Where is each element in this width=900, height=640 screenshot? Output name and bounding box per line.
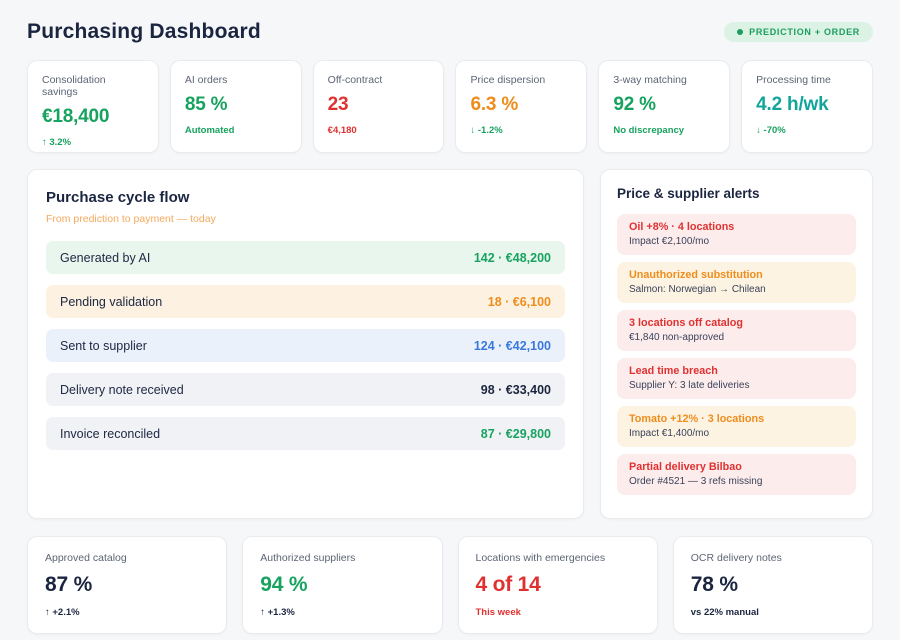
alert-title: Tomato +12% · 3 locations <box>629 413 765 425</box>
kpi-note: vs 22% manual <box>690 607 759 618</box>
alert-subtitle: Supplier Y: 3 late deliveries <box>629 380 750 391</box>
flow-label: Invoice reconciled <box>60 426 161 441</box>
alert-unauthorized-substitution[interactable]: Unauthorized substitution Salmon: Norweg… <box>617 262 856 303</box>
kpi-trend: ↑ +2.1% <box>45 607 80 618</box>
kpi-card-approved-catalog: Approved catalog 87 % ↑ +2.1% <box>27 536 228 634</box>
flow-value: 142 · €48,200 <box>473 250 551 265</box>
kpi-card-consolidation-savings: Consolidation savings €18,400 ↑ 3.2% <box>27 60 159 153</box>
alert-title: Oil +8% · 4 locations <box>629 221 735 233</box>
alert-title: Lead time breach <box>629 365 718 377</box>
alert-title: 3 locations off catalog <box>629 317 743 329</box>
flow-label: Delivery note received <box>60 382 184 397</box>
alert-lead-time-breach[interactable]: Lead time breach Supplier Y: 3 late deli… <box>617 358 856 399</box>
kpi-value: 85 % <box>184 94 228 115</box>
kpi-value: 4.2 h/wk <box>756 94 829 115</box>
kpi-trend: ↓ -1.2% <box>470 125 503 136</box>
bottom-kpi-row: Approved catalog 87 % ↑ +2.1% Authorized… <box>27 536 873 634</box>
panel-title: Purchase cycle flow <box>46 189 190 206</box>
kpi-label: Processing time <box>756 74 831 86</box>
kpi-card-ai-orders: AI orders 85 % Automated <box>169 60 302 153</box>
alert-off-catalog[interactable]: 3 locations off catalog €1,840 non-appro… <box>617 310 856 351</box>
kpi-note: No discrepancy <box>613 125 685 136</box>
header: Purchasing Dashboard PREDICTION + ORDER <box>27 20 873 44</box>
kpi-card-off-contract: Off-contract 23 €4,180 <box>312 60 445 153</box>
kpi-label: AI orders <box>184 74 228 86</box>
kpi-note: €4,180 <box>327 125 357 136</box>
alert-oil-price[interactable]: Oil +8% · 4 locations Impact €2,100/mo <box>617 214 856 255</box>
page-title: Purchasing Dashboard <box>27 20 261 43</box>
alert-title: Partial delivery Bilbao <box>629 461 742 473</box>
kpi-label: OCR delivery notes <box>690 552 782 564</box>
kpi-value: 78 % <box>690 573 738 596</box>
alert-tomato-price[interactable]: Tomato +12% · 3 locations Impact €1,400/… <box>617 406 856 447</box>
kpi-label: Locations with emergencies <box>475 552 606 564</box>
kpi-note: This week <box>475 607 521 618</box>
prediction-order-badge: PREDICTION + ORDER <box>724 22 873 42</box>
flow-row-sent-to-supplier[interactable]: Sent to supplier 124 · €42,100 <box>46 329 565 362</box>
kpi-label: Approved catalog <box>45 552 127 564</box>
flow-value: 124 · €42,100 <box>473 338 551 353</box>
kpi-card-3way-matching: 3-way matching 92 % No discrepancy <box>598 60 731 153</box>
kpi-card-authorized-suppliers: Authorized suppliers 94 % ↑ +1.3% <box>242 536 443 634</box>
flow-label: Sent to supplier <box>60 338 147 353</box>
alert-subtitle: Order #4521 — 3 refs missing <box>629 476 763 487</box>
main-area: Purchase cycle flow From prediction to p… <box>27 169 873 519</box>
kpi-value: 4 of 14 <box>475 573 541 596</box>
kpi-value: 94 % <box>260 573 308 596</box>
alert-partial-delivery[interactable]: Partial delivery Bilbao Order #4521 — 3 … <box>617 454 856 495</box>
kpi-value: 87 % <box>45 573 93 596</box>
kpi-value: 92 % <box>613 94 656 115</box>
flow-value: 18 · €6,100 <box>487 294 551 309</box>
kpi-card-ocr-delivery-notes: OCR delivery notes 78 % vs 22% manual <box>672 536 873 634</box>
flow-row-generated-by-ai[interactable]: Generated by AI 142 · €48,200 <box>46 241 565 274</box>
kpi-trend: ↑ 3.2% <box>42 137 72 148</box>
alert-subtitle: Salmon: Norwegian → Chilean <box>629 284 766 295</box>
kpi-trend: ↓ -70% <box>756 125 786 136</box>
alert-subtitle: Impact €1,400/mo <box>629 428 710 439</box>
flow-value: 87 · €29,800 <box>480 426 551 441</box>
purchase-cycle-panel: Purchase cycle flow From prediction to p… <box>27 169 584 519</box>
kpi-label: Authorized suppliers <box>260 552 356 564</box>
kpi-label: Consolidation savings <box>42 74 106 98</box>
kpi-card-locations-emergencies: Locations with emergencies 4 of 14 This … <box>457 536 658 634</box>
alerts-title: Price & supplier alerts <box>617 186 760 201</box>
kpi-label: Off-contract <box>327 74 383 86</box>
kpi-value: 23 <box>327 94 349 115</box>
flow-label: Pending validation <box>60 294 163 309</box>
kpi-card-processing-time: Processing time 4.2 h/wk ↓ -70% <box>741 60 873 153</box>
kpi-label: 3-way matching <box>613 74 687 86</box>
kpi-value: €18,400 <box>42 106 110 127</box>
flow-label: Generated by AI <box>60 250 151 265</box>
flow-row-pending-validation[interactable]: Pending validation 18 · €6,100 <box>46 285 565 318</box>
alert-subtitle: €1,840 non-approved <box>629 332 725 343</box>
kpi-value: 6.3 % <box>470 94 519 115</box>
kpi-label: Price dispersion <box>470 74 546 86</box>
alert-title: Unauthorized substitution <box>629 269 763 281</box>
flow-row-invoice-reconciled[interactable]: Invoice reconciled 87 · €29,800 <box>46 417 565 450</box>
alerts-panel: Price & supplier alerts Oil +8% · 4 loca… <box>600 169 873 519</box>
status-dot-icon <box>737 29 744 35</box>
kpi-trend: ↑ +1.3% <box>260 607 295 618</box>
flow-row-delivery-note-received[interactable]: Delivery note received 98 · €33,400 <box>46 373 565 406</box>
panel-subtitle: From prediction to payment — today <box>46 213 216 225</box>
kpi-note: Automated <box>184 125 235 136</box>
flow-value: 98 · €33,400 <box>480 382 551 397</box>
alert-subtitle: Impact €2,100/mo <box>629 236 710 247</box>
kpi-row: Consolidation savings €18,400 ↑ 3.2% AI … <box>27 60 873 153</box>
badge-label: PREDICTION + ORDER <box>749 27 860 37</box>
kpi-card-price-dispersion: Price dispersion 6.3 % ↓ -1.2% <box>455 60 588 153</box>
